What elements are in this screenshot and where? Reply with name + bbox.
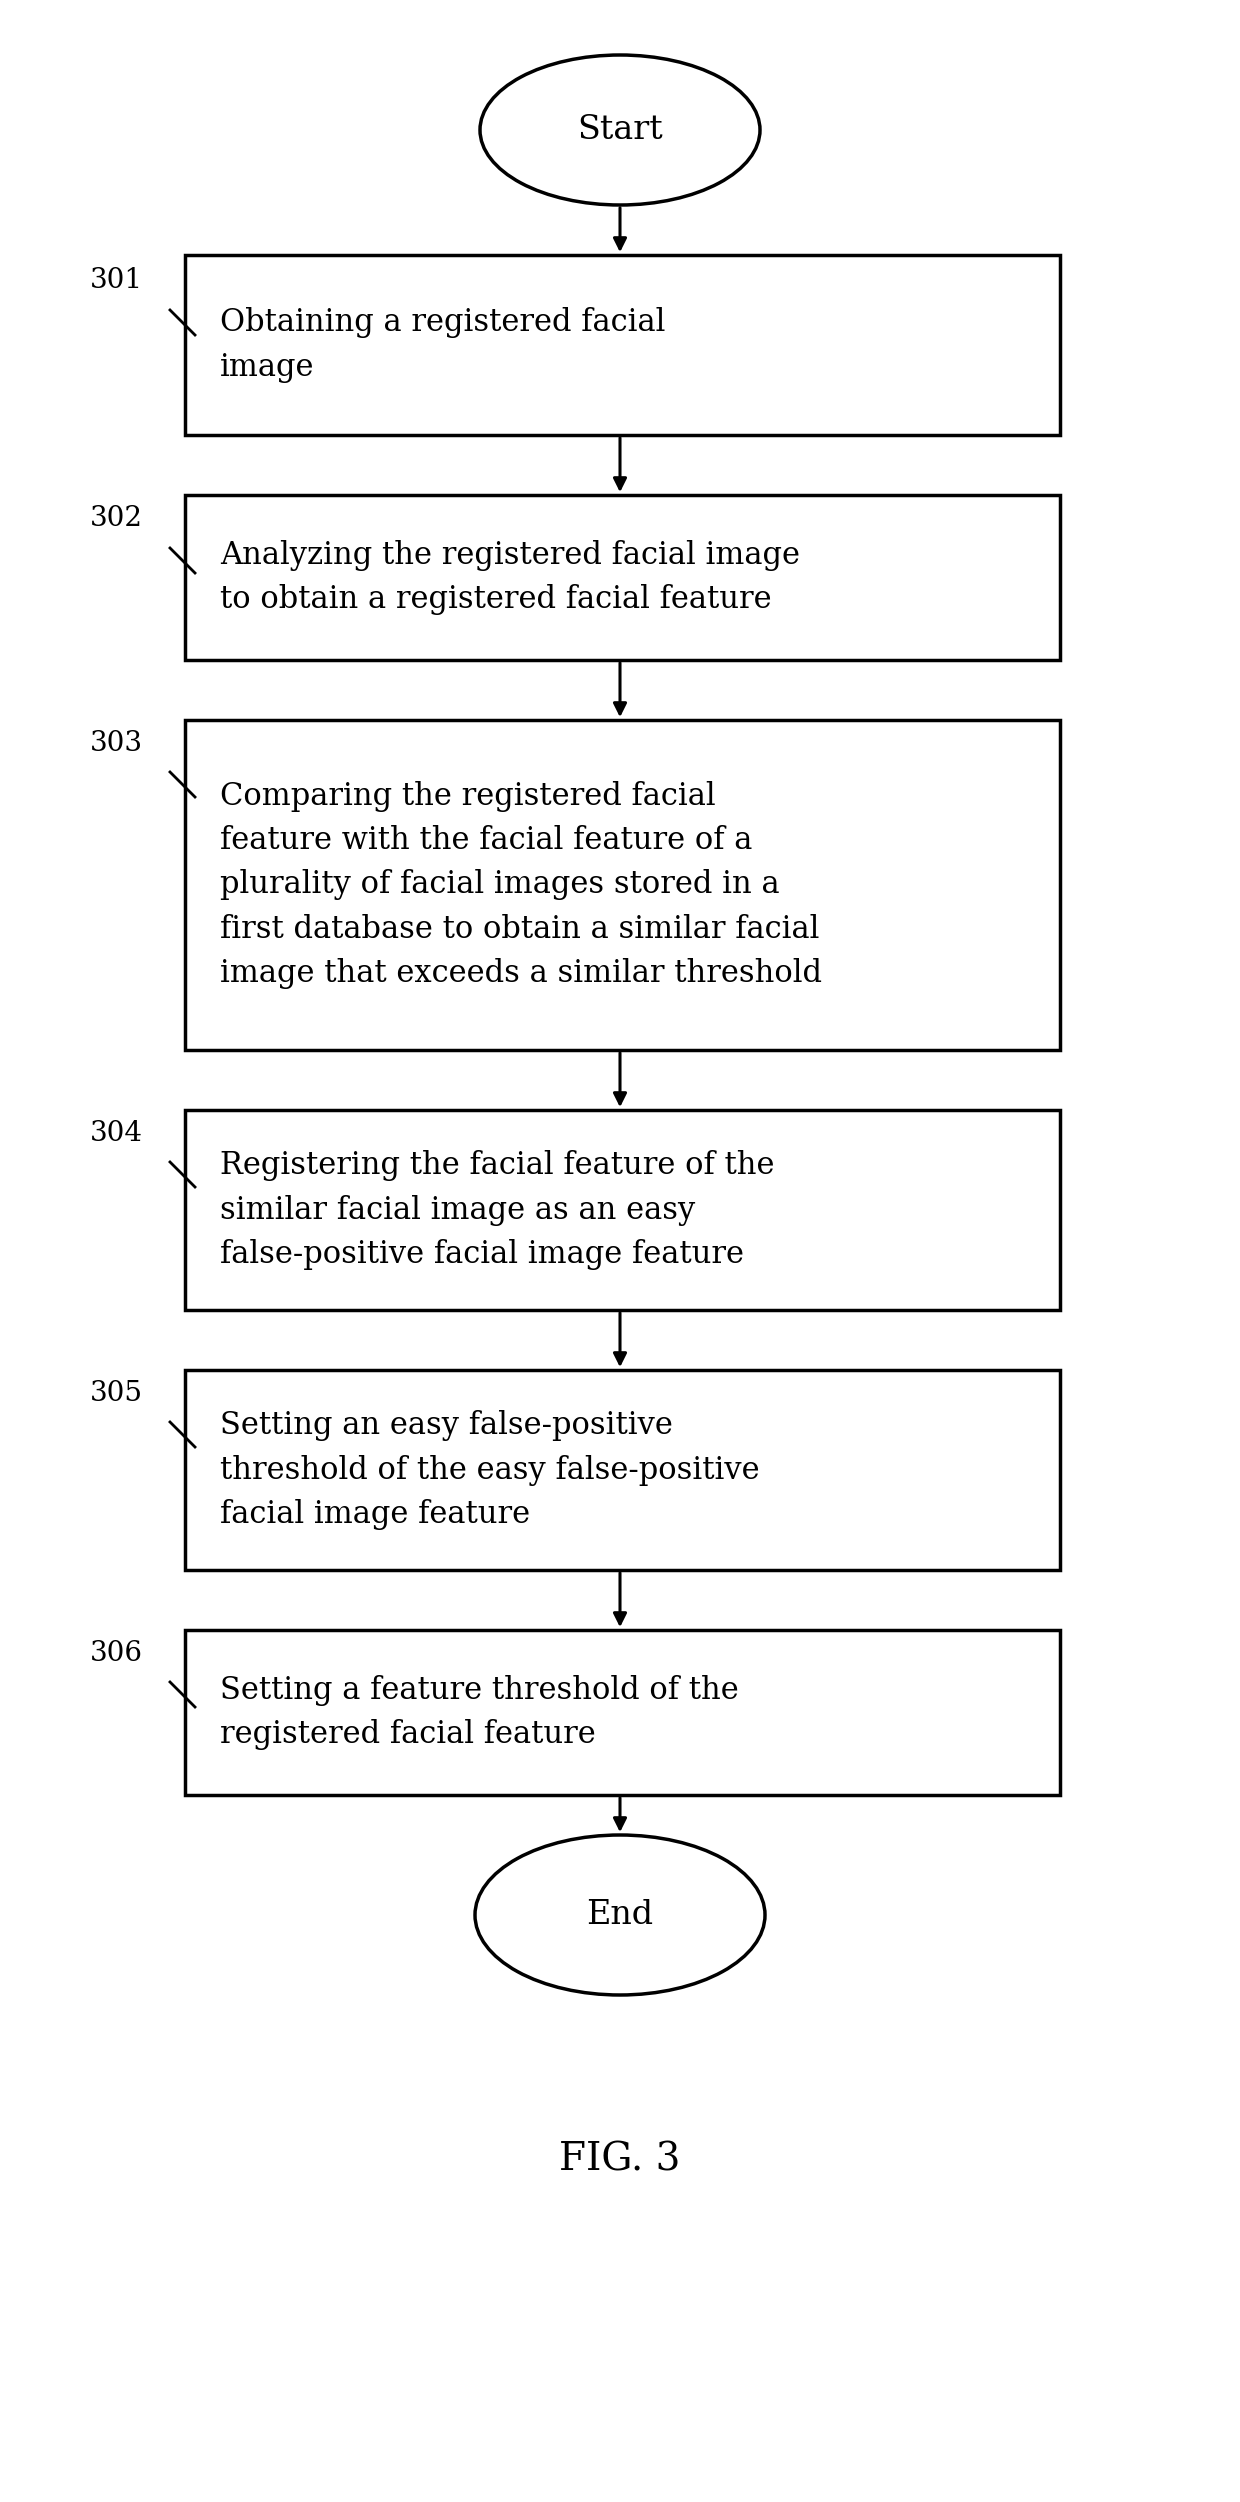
Bar [185,1371,1060,1569]
Text: 301: 301 [91,268,143,295]
Bar [185,495,1060,661]
Text: Setting a feature threshold of the
registered facial feature: Setting a feature threshold of the regis… [219,1674,739,1749]
Bar [185,721,1060,1051]
Text: Registering the facial feature of the
similar facial image as an easy
false-posi: Registering the facial feature of the si… [219,1151,775,1269]
Text: Start: Start [577,115,663,145]
Bar [185,1629,1060,1794]
Text: 306: 306 [91,1639,143,1666]
Text: Setting an easy false-positive
threshold of the easy false-positive
facial image: Setting an easy false-positive threshold… [219,1411,760,1529]
Text: Comparing the registered facial
feature with the facial feature of a
plurality o: Comparing the registered facial feature … [219,781,822,988]
Text: 302: 302 [91,505,143,533]
Text: 305: 305 [91,1381,143,1406]
Text: 304: 304 [91,1121,143,1146]
Bar [185,1111,1060,1311]
Ellipse shape [480,55,760,205]
Text: End: End [587,1899,653,1932]
Ellipse shape [475,1834,765,1994]
Text: Analyzing the registered facial image
to obtain a registered facial feature: Analyzing the registered facial image to… [219,540,800,615]
Text: Obtaining a registered facial
image: Obtaining a registered facial image [219,308,666,383]
Bar [185,255,1060,435]
Text: FIG. 3: FIG. 3 [559,2142,681,2179]
Text: 303: 303 [91,731,143,758]
